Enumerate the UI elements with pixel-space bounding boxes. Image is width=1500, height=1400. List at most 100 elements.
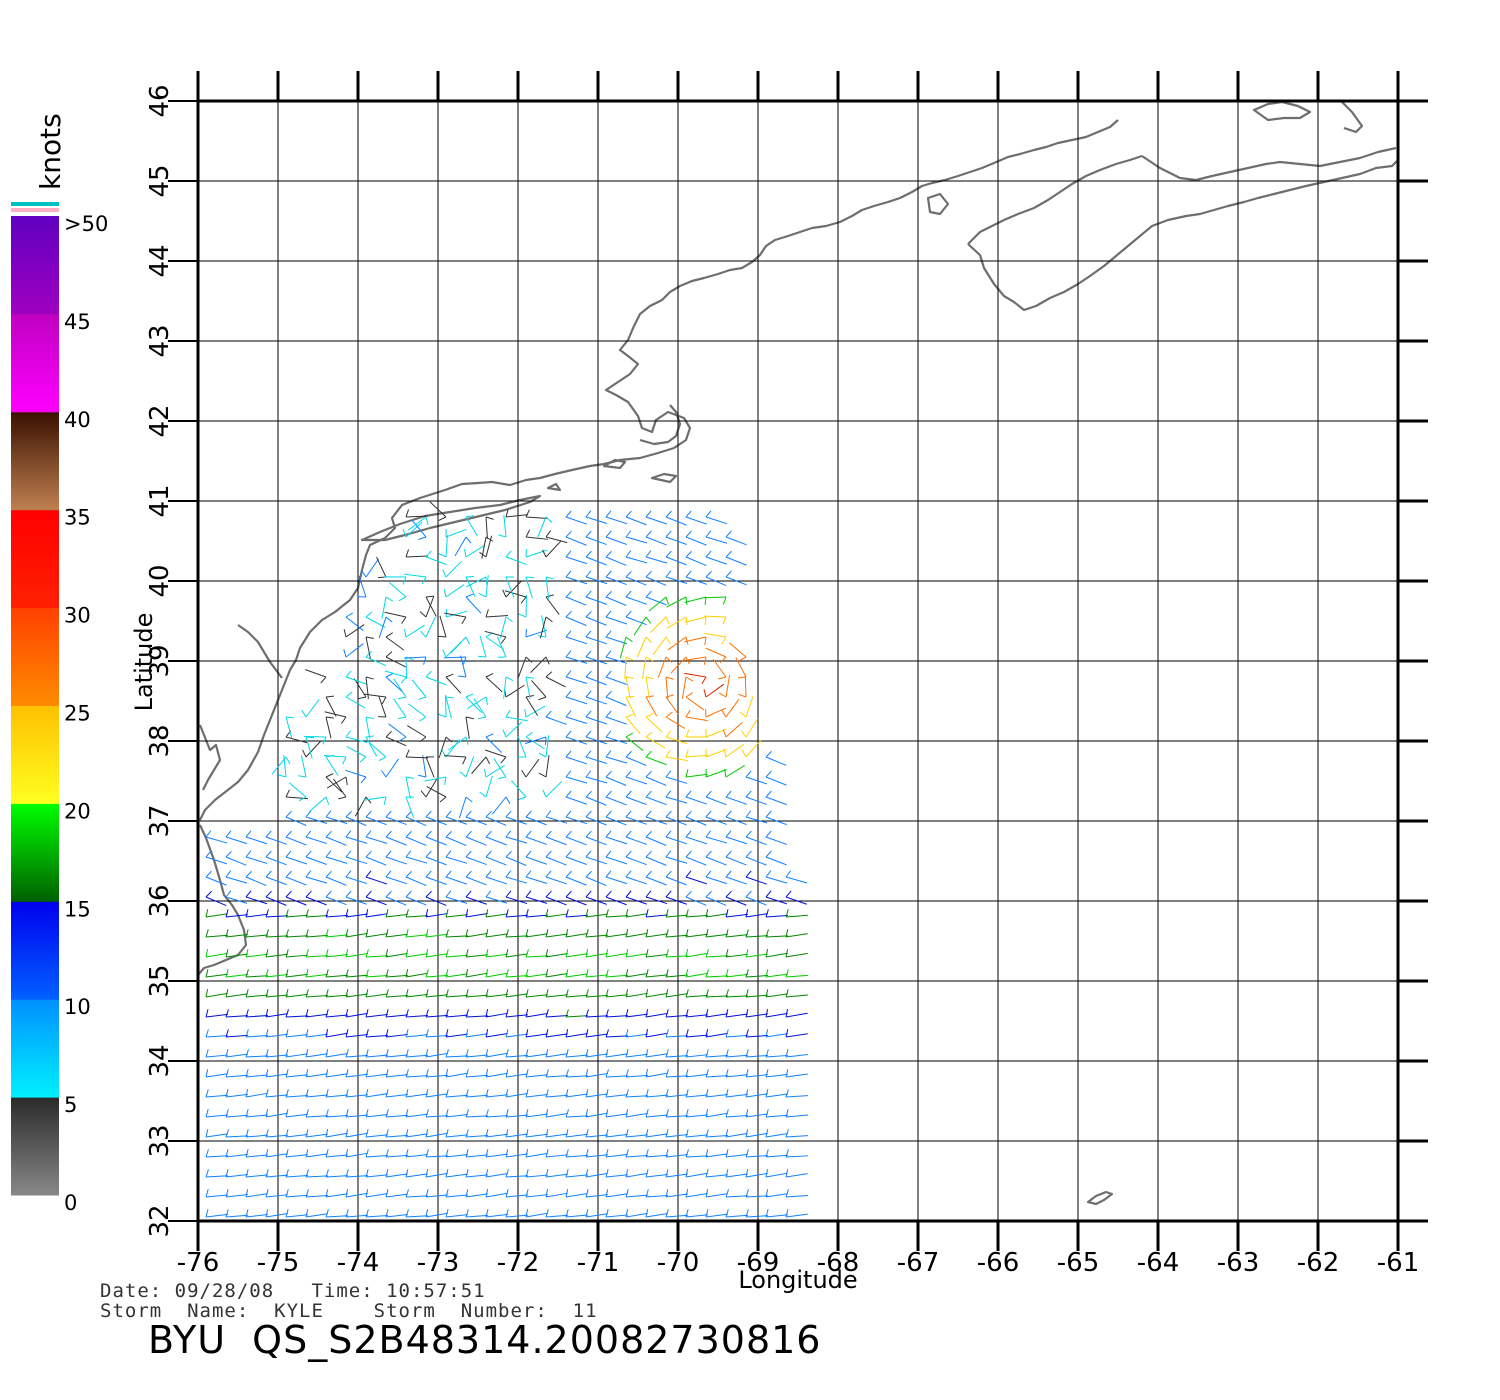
wind-barb xyxy=(425,1129,448,1138)
wind-barb xyxy=(585,850,608,865)
wind-barb xyxy=(625,909,648,918)
wind-barb xyxy=(405,850,428,864)
wind-barb xyxy=(725,830,748,845)
wind-barb xyxy=(445,673,462,694)
wind-barb xyxy=(365,909,388,918)
wind-barb xyxy=(505,850,527,866)
wind-barb xyxy=(605,510,628,525)
wind-barb xyxy=(302,740,322,758)
wind-barb xyxy=(521,758,540,778)
wind-barb xyxy=(345,1169,368,1178)
lat-tick-label: 37 xyxy=(145,804,175,837)
wind-barb xyxy=(545,909,568,918)
wind-barb xyxy=(265,890,287,906)
wind-barb xyxy=(625,1089,648,1098)
wind-barb xyxy=(305,929,328,938)
wind-barb xyxy=(485,1109,508,1118)
wind-barb xyxy=(665,969,688,978)
lat-tick-label: 40 xyxy=(145,564,175,597)
colorbar-label: 45 xyxy=(64,310,91,334)
wind-barb xyxy=(345,929,368,938)
wind-barb xyxy=(325,870,347,886)
lat-tick-label: 38 xyxy=(145,724,175,757)
wind-barb xyxy=(765,810,787,826)
wind-barb xyxy=(645,1189,668,1198)
wind-barb xyxy=(305,1029,328,1038)
wind-barb xyxy=(705,1209,728,1218)
wind-barb xyxy=(425,890,447,906)
wind-barb xyxy=(585,1129,608,1138)
wind-barb xyxy=(725,969,748,978)
wind-barb xyxy=(205,870,227,886)
wind-barb xyxy=(681,676,694,699)
wind-barb xyxy=(265,969,288,978)
wind-barb xyxy=(305,909,328,918)
wind-barb xyxy=(625,570,647,586)
lat-tick-label: 44 xyxy=(145,244,175,277)
wind-barb xyxy=(605,530,627,545)
wind-barb xyxy=(585,1029,608,1038)
wind-barb xyxy=(605,570,627,586)
wind-barb xyxy=(345,1189,368,1198)
wind-barb xyxy=(503,676,514,699)
wind-barb xyxy=(245,929,268,938)
wind-barb xyxy=(471,756,491,774)
wind-barb xyxy=(365,1129,388,1138)
wind-barb xyxy=(442,561,462,578)
wind-barb xyxy=(345,1049,368,1058)
wind-barb xyxy=(525,870,548,884)
wind-barb xyxy=(725,790,747,805)
wind-barb xyxy=(285,1089,308,1098)
wind-barb xyxy=(525,1129,548,1138)
wind-barb xyxy=(305,989,328,998)
lon-tick-label: -71 xyxy=(577,1248,619,1278)
wind-barb xyxy=(745,969,768,978)
wind-barb xyxy=(325,754,339,776)
wind-barb xyxy=(385,909,408,918)
wind-barb xyxy=(665,530,687,545)
wind-barb xyxy=(705,647,727,664)
wind-barb xyxy=(685,890,707,906)
wind-barb xyxy=(605,909,628,918)
wind-barb xyxy=(445,810,467,825)
wind-barb xyxy=(305,810,328,824)
wind-barb xyxy=(285,850,308,865)
wind-barb xyxy=(425,1209,448,1218)
wind-barb xyxy=(525,989,548,998)
wind-barb xyxy=(705,1049,728,1058)
wind-barb xyxy=(605,590,627,606)
wind-barb xyxy=(745,929,768,938)
wind-barb xyxy=(518,594,527,618)
wind-barb xyxy=(365,830,388,844)
wind-barb xyxy=(670,656,690,674)
lon-tick-label: -72 xyxy=(497,1248,539,1278)
wind-barb xyxy=(485,733,502,753)
wind-barb xyxy=(389,582,407,602)
wind-barb xyxy=(245,1169,268,1178)
wind-barb xyxy=(491,796,511,815)
wind-barb xyxy=(377,696,387,718)
wind-barb xyxy=(685,929,708,938)
wind-barb xyxy=(665,570,688,584)
wind-barb xyxy=(745,1049,768,1058)
wind-barb xyxy=(565,949,588,958)
wind-barb xyxy=(445,1209,468,1218)
wind-barb xyxy=(685,1149,708,1158)
wind-barb xyxy=(721,698,740,718)
wind-barb xyxy=(525,810,547,826)
wind-barb xyxy=(504,590,527,604)
wind-barb xyxy=(205,890,227,907)
wind-barb xyxy=(545,1049,568,1058)
wind-barb xyxy=(785,929,808,938)
wind-barb xyxy=(525,909,548,918)
wind-barb xyxy=(585,510,608,524)
wind-barb xyxy=(353,678,367,700)
wind-barb xyxy=(496,636,507,658)
wind-barb xyxy=(205,929,228,938)
wind-barb xyxy=(585,550,607,566)
wind-barb xyxy=(225,929,248,938)
wind-barb xyxy=(245,830,268,845)
wind-barb xyxy=(625,1209,648,1218)
wind-barb xyxy=(505,1109,528,1118)
